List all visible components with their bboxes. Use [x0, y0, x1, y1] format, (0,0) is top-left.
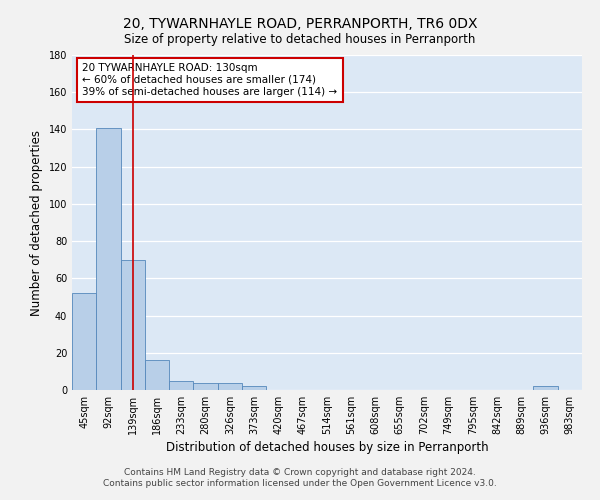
- Text: 20, TYWARNHAYLE ROAD, PERRANPORTH, TR6 0DX: 20, TYWARNHAYLE ROAD, PERRANPORTH, TR6 0…: [123, 18, 477, 32]
- Bar: [533, 386, 558, 390]
- Text: Contains HM Land Registry data © Crown copyright and database right 2024.
Contai: Contains HM Land Registry data © Crown c…: [103, 468, 497, 487]
- Bar: [121, 260, 145, 390]
- Y-axis label: Number of detached properties: Number of detached properties: [30, 130, 43, 316]
- Bar: [169, 380, 193, 390]
- Bar: [96, 128, 121, 390]
- Bar: [193, 382, 218, 390]
- X-axis label: Distribution of detached houses by size in Perranporth: Distribution of detached houses by size …: [166, 441, 488, 454]
- Text: Size of property relative to detached houses in Perranporth: Size of property relative to detached ho…: [124, 32, 476, 46]
- Bar: [145, 360, 169, 390]
- Bar: [72, 293, 96, 390]
- Bar: [218, 382, 242, 390]
- Bar: [242, 386, 266, 390]
- Text: 20 TYWARNHAYLE ROAD: 130sqm
← 60% of detached houses are smaller (174)
39% of se: 20 TYWARNHAYLE ROAD: 130sqm ← 60% of det…: [82, 64, 337, 96]
